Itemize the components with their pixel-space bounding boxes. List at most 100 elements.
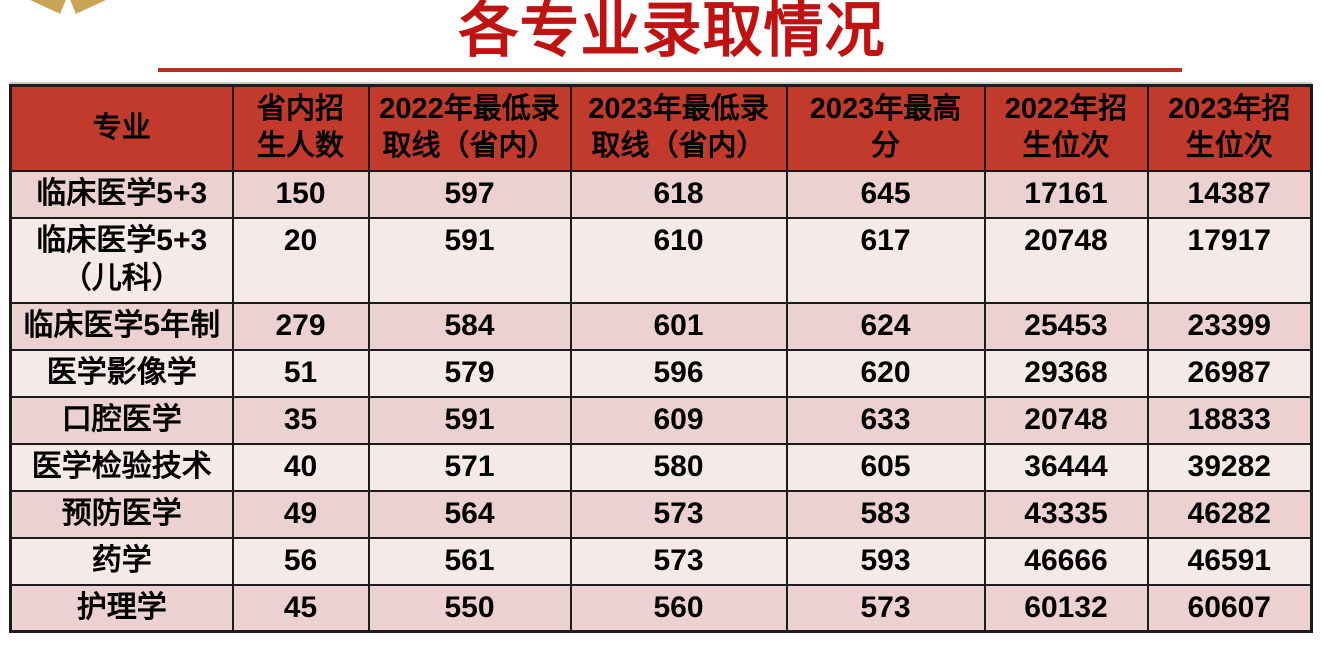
column-header-line: 2023年最低录 (588, 93, 769, 126)
value-cell: 609 (569, 395, 788, 445)
major-cell: 预防医学 (9, 489, 234, 539)
value-cell: 45 (231, 583, 370, 633)
page-title: 各专业录取情况 (458, 0, 886, 64)
value-cell: 150 (231, 169, 370, 219)
value-cell: 51 (231, 348, 370, 398)
value-cell: 60607 (1146, 583, 1313, 633)
column-header-line: 取线（省内） (591, 130, 766, 163)
value-cell: 596 (569, 348, 788, 398)
value-cell: 579 (367, 348, 572, 398)
value-cell: 49 (231, 489, 370, 539)
table-row: 预防医学 49 564 573 583 43335 46282 (9, 489, 1313, 539)
column-header-line: 2022年招 (1004, 93, 1128, 126)
value-cell: 601 (569, 301, 788, 351)
major-line: 临床医学5+3 (36, 176, 208, 210)
column-header-line: 省内招 (256, 93, 344, 126)
value-cell: 279 (231, 301, 370, 351)
major-line: 临床医学5年制 (23, 308, 221, 342)
value-cell: 18833 (1146, 395, 1313, 445)
value-cell: 20 (231, 216, 370, 304)
value-cell: 573 (569, 536, 788, 586)
value-cell: 46666 (983, 536, 1149, 586)
admissions-table: 专业 省内招 生人数 2022年最低录 取线（省内） 2023年最低录 取线（省内） 2023… (9, 84, 1313, 633)
table-header: 专业 省内招 生人数 2022年最低录 取线（省内） 2023年最低录 取线（省内） 2023… (9, 84, 1313, 172)
major-line: 口腔医学 (61, 402, 182, 436)
value-cell: 573 (785, 583, 986, 633)
value-cell: 591 (367, 395, 572, 445)
table-row: 临床医学5+3 （儿科） 20 591 610 617 20748 17917 (9, 216, 1313, 304)
value-cell: 571 (367, 442, 572, 492)
major-line: （儿科） (61, 261, 182, 295)
column-header-line: 生位次 (1185, 130, 1273, 163)
major-cell: 临床医学5年制 (9, 301, 234, 351)
value-cell: 60132 (983, 583, 1149, 633)
column-header-3: 2023年最低录 取线（省内） (569, 84, 788, 172)
table-row: 医学检验技术 40 571 580 605 36444 39282 (9, 442, 1313, 492)
value-cell: 40 (231, 442, 370, 492)
column-header-2: 2022年最低录 取线（省内） (367, 84, 572, 172)
column-header-line: 专业 (92, 111, 151, 144)
value-cell: 20748 (983, 395, 1149, 445)
major-line: 预防医学 (61, 496, 182, 530)
major-cell: 药学 (9, 536, 234, 586)
value-cell: 20748 (983, 216, 1149, 304)
column-header-line: 2022年最低录 (379, 93, 560, 126)
value-cell: 23399 (1146, 301, 1313, 351)
value-cell: 36444 (983, 442, 1149, 492)
value-cell: 618 (569, 169, 788, 219)
table-row: 口腔医学 35 591 609 633 20748 18833 (9, 395, 1313, 445)
value-cell: 29368 (983, 348, 1149, 398)
value-cell: 580 (569, 442, 788, 492)
column-header-line: 取线（省内） (382, 130, 557, 163)
major-line: 医学检验技术 (31, 449, 212, 483)
value-cell: 17917 (1146, 216, 1313, 304)
value-cell: 25453 (983, 301, 1149, 351)
table-row: 临床医学5+3 150 597 618 645 17161 14387 (9, 169, 1313, 219)
major-line: 护理学 (76, 590, 167, 624)
value-cell: 43335 (983, 489, 1149, 539)
value-cell: 46282 (1146, 489, 1313, 539)
value-cell: 620 (785, 348, 986, 398)
value-cell: 35 (231, 395, 370, 445)
table-body: 临床医学5+3 150 597 618 645 17161 14387 临床医学5+3 （儿科）… (9, 169, 1313, 633)
value-cell: 645 (785, 169, 986, 219)
value-cell: 583 (785, 489, 986, 539)
column-header-line: 2023年招 (1167, 93, 1291, 126)
column-header-line: 2023年最高 (809, 93, 962, 126)
value-cell: 561 (367, 536, 572, 586)
major-line: 医学影像学 (46, 355, 197, 389)
table-row: 护理学 45 550 560 573 60132 60607 (9, 583, 1313, 633)
value-cell: 617 (785, 216, 986, 304)
major-cell: 医学检验技术 (9, 442, 234, 492)
table-row: 临床医学5年制 279 584 601 624 25453 23399 (9, 301, 1313, 351)
major-cell: 临床医学5+3 (9, 169, 234, 219)
column-header-6: 2023年招 生位次 (1146, 84, 1313, 172)
column-header-5: 2022年招 生位次 (983, 84, 1149, 172)
table-row: 药学 56 561 573 593 46666 46591 (9, 536, 1313, 586)
value-cell: 605 (785, 442, 986, 492)
major-cell: 临床医学5+3 （儿科） (9, 216, 234, 304)
major-cell: 护理学 (9, 583, 234, 633)
value-cell: 610 (569, 216, 788, 304)
value-cell: 584 (367, 301, 572, 351)
value-cell: 624 (785, 301, 986, 351)
major-cell: 口腔医学 (9, 395, 234, 445)
value-cell: 26987 (1146, 348, 1313, 398)
value-cell: 564 (367, 489, 572, 539)
column-header-4: 2023年最高分 (785, 84, 986, 172)
value-cell: 39282 (1146, 442, 1313, 492)
table-header-row: 专业 省内招 生人数 2022年最低录 取线（省内） 2023年最低录 取线（省内） 2023… (9, 84, 1313, 172)
value-cell: 550 (367, 583, 572, 633)
value-cell: 14387 (1146, 169, 1313, 219)
table-row: 医学影像学 51 579 596 620 29368 26987 (9, 348, 1313, 398)
value-cell: 573 (569, 489, 788, 539)
value-cell: 560 (569, 583, 788, 633)
value-cell: 46591 (1146, 536, 1313, 586)
value-cell: 17161 (983, 169, 1149, 219)
title-underline (158, 68, 1182, 72)
column-header-line: 生位次 (1022, 130, 1110, 163)
column-header-1: 省内招 生人数 (231, 84, 370, 172)
major-line: 药学 (91, 543, 152, 577)
value-cell: 593 (785, 536, 986, 586)
